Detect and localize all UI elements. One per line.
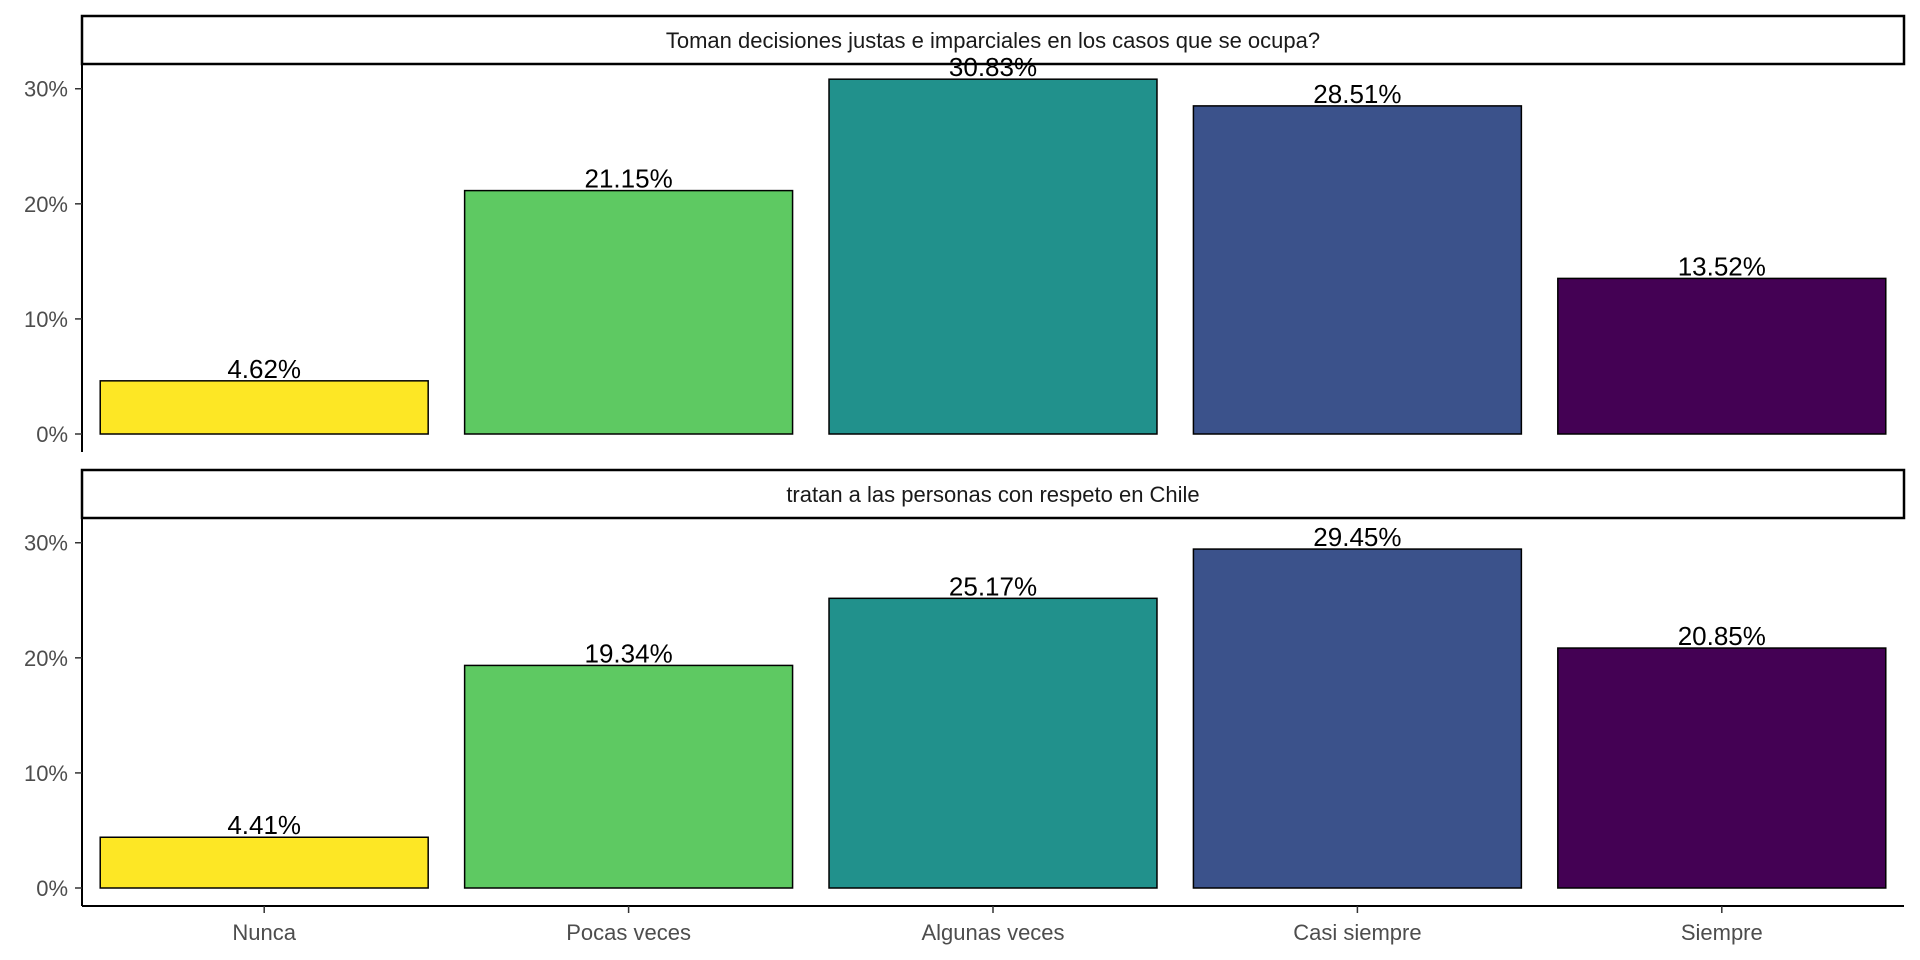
y-tick-label: 30% xyxy=(24,77,68,102)
y-tick-label: 0% xyxy=(36,422,68,447)
bar xyxy=(828,597,1158,889)
bar xyxy=(828,78,1158,435)
bar-value-label: 13.52% xyxy=(1678,251,1766,281)
bar-value-label: 20.85% xyxy=(1678,621,1766,651)
bar xyxy=(1557,277,1887,435)
facet-title: Toman decisiones justas e imparciales en… xyxy=(666,28,1320,53)
bar xyxy=(99,380,429,435)
y-tick-label: 20% xyxy=(24,646,68,671)
y-tick-label: 10% xyxy=(24,761,68,786)
bar-value-label: 4.62% xyxy=(227,354,301,384)
bar xyxy=(463,664,794,889)
bar-value-label: 25.17% xyxy=(949,571,1037,601)
bar-value-label: 30.83% xyxy=(949,52,1037,82)
bar-value-label: 28.51% xyxy=(1313,79,1401,109)
bar xyxy=(1557,647,1887,889)
facet-strip xyxy=(80,14,1906,66)
x-tick-label: Siempre xyxy=(1681,920,1763,945)
bar-value-label: 29.45% xyxy=(1313,522,1401,552)
y-tick-label: 30% xyxy=(24,531,68,556)
bar xyxy=(1192,105,1523,435)
x-tick-label: Nunca xyxy=(232,920,296,945)
bar-value-label: 19.34% xyxy=(585,638,673,668)
y-tick-label: 10% xyxy=(24,307,68,332)
bar xyxy=(463,189,794,435)
bar-value-label: 4.41% xyxy=(227,810,301,840)
x-tick-label: Algunas veces xyxy=(921,920,1064,945)
bar xyxy=(99,836,429,889)
facet-strip xyxy=(80,468,1906,520)
x-tick-label: Pocas veces xyxy=(566,920,691,945)
bar-value-label: 21.15% xyxy=(585,164,673,194)
bar xyxy=(1192,548,1523,889)
y-tick-label: 20% xyxy=(24,192,68,217)
facet-title: tratan a las personas con respeto en Chi… xyxy=(786,482,1199,507)
x-tick-label: Casi siempre xyxy=(1293,920,1421,945)
y-tick-label: 0% xyxy=(36,876,68,901)
